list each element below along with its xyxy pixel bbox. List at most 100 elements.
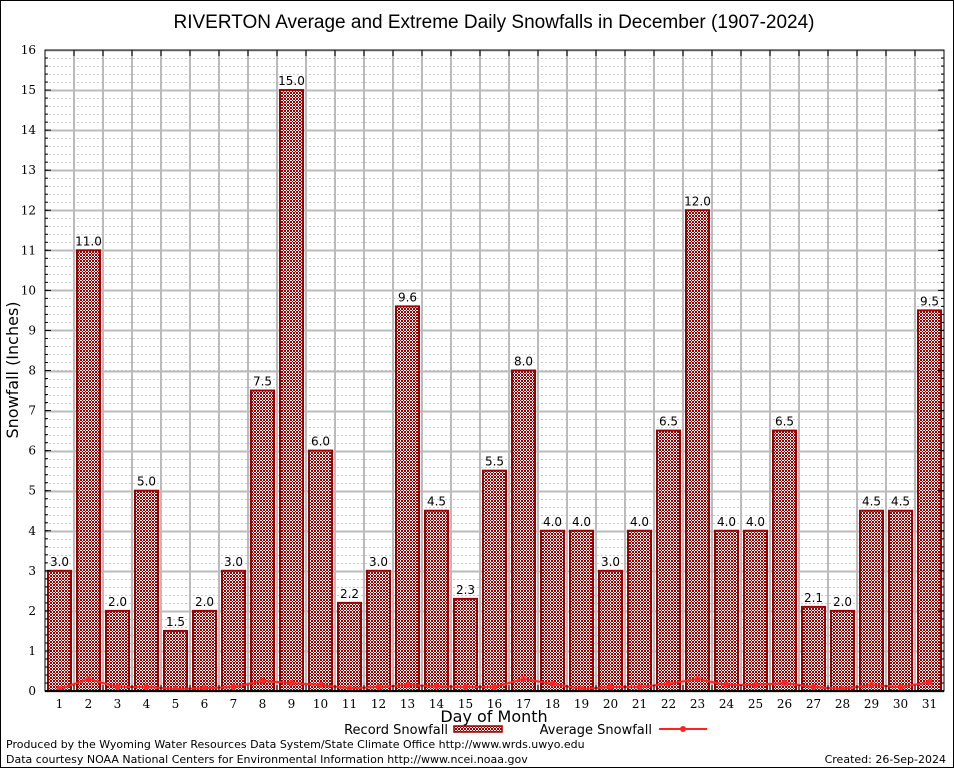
y-tick-label: 13 [21,163,36,177]
average-point-day-11 [346,685,353,692]
average-point-day-3 [114,683,121,690]
average-point-day-22 [665,680,672,687]
bar-label-day-11: 2.2 [340,587,359,601]
average-point-day-18 [549,680,556,687]
bar-day-26 [772,429,797,692]
bar-label-day-18: 4.0 [543,515,562,529]
legend-swatch-record [453,725,503,733]
y-tick-label: 11 [21,243,36,257]
x-tick-label-day-13: 13 [400,697,415,711]
bar-label-day-24: 4.0 [717,515,736,529]
bar-label-day-10: 6.0 [311,435,330,449]
bar-day-6 [192,609,217,692]
footer-producer: Produced by the Wyoming Water Resources … [6,738,585,751]
average-point-day-16 [491,683,498,690]
bar-label-day-15: 2.3 [456,583,475,597]
average-point-day-9 [288,679,295,686]
y-tick-label: 8 [28,364,36,378]
x-tick-label-day-10: 10 [313,697,328,711]
x-tick-labels: 1 2 3 4 5 6 7 8 9 10 11 12 13 14 15 16 17 18 19 20 21 22 23 24 2… [56,697,937,711]
bar-label-day-29: 4.5 [862,495,881,509]
y-tick-label: 12 [21,203,36,217]
bar-labels: 3.0 11.0 2.0 5.0 1.5 2.0 3.0 7.5 15.0 6.0 2.2 3.0 9.… [50,74,939,629]
legend-label-record: Record Snowfall [344,723,448,738]
bar-label-day-14: 4.5 [427,495,446,509]
bar-label-day-17: 8.0 [514,355,533,369]
x-tick-label-day-26: 26 [777,697,792,711]
average-point-day-8 [259,677,266,684]
bar-day-13 [395,305,420,692]
y-tick-label: 16 [21,43,36,57]
bar-day-14 [424,509,449,692]
bar-label-day-2: 11.0 [75,234,102,248]
x-tick-label-day-20: 20 [603,697,618,711]
bar-day-17 [511,369,536,692]
x-tick-label-day-9: 9 [288,697,296,711]
x-tick-label-day-31: 31 [922,697,937,711]
average-point-day-15 [462,683,469,690]
bar-label-day-5: 1.5 [166,615,185,629]
x-tick-label-day-19: 19 [574,697,589,711]
bar-label-day-30: 4.5 [891,495,910,509]
average-point-day-29 [868,681,875,688]
bar-day-28 [830,609,855,692]
footer-data-source: Data courtesy NOAA National Centers for … [6,753,528,766]
bar-label-day-4: 5.0 [137,475,156,489]
y-tick-label: 6 [28,444,36,458]
bar-label-day-31: 9.5 [920,294,939,308]
y-tick-label: 10 [21,283,36,297]
x-tick-label-day-4: 4 [143,697,151,711]
x-tick-label-day-30: 30 [893,697,908,711]
bars [47,89,942,693]
x-tick-label-day-11: 11 [342,697,357,711]
bar-day-31 [917,309,942,692]
x-tick-label-day-7: 7 [230,697,238,711]
legend-swatch-average-marker [680,726,686,732]
x-tick-label-day-1: 1 [56,697,64,711]
y-tick-label: 9 [28,323,36,337]
y-tick-label: 7 [28,404,36,418]
average-point-day-24 [723,681,730,688]
x-tick-label-day-29: 29 [864,697,879,711]
average-point-day-4 [143,683,150,690]
x-axis-title: Day of Month [440,707,547,726]
bar-label-day-1: 3.0 [50,555,69,569]
footer-created: Created: 26-Sep-2024 [825,753,946,766]
x-tick-label-day-28: 28 [835,697,850,711]
y-axis-title: Snowfall (Inches) [3,301,22,438]
x-tick-label-day-21: 21 [632,697,647,711]
average-point-day-14 [433,683,440,690]
average-point-day-17 [520,675,527,682]
bar-day-21 [627,529,652,692]
average-line [56,675,933,692]
x-tick-label-day-2: 2 [85,697,93,711]
bar-day-27 [801,605,826,693]
x-tick-label-day-17: 17 [516,697,531,711]
bar-day-20 [598,569,623,692]
average-point-day-20 [607,683,614,690]
bar-day-7 [221,569,246,692]
average-point-day-2 [85,675,92,682]
x-tick-label-day-24: 24 [719,697,735,711]
average-point-day-25 [752,681,759,688]
bar-day-19 [569,529,594,692]
bar-day-4 [134,489,159,692]
y-tick-label: 15 [21,83,36,97]
bar-label-day-22: 6.5 [659,415,678,429]
bar-day-11 [337,601,362,692]
bar-label-day-21: 4.0 [630,515,649,529]
bar-label-day-19: 4.0 [572,515,591,529]
bar-day-25 [743,529,768,692]
x-tick-label-day-16: 16 [487,697,502,711]
x-tick-label-day-12: 12 [371,697,386,711]
legend-label-average: Average Snowfall [540,723,652,738]
average-point-day-31 [926,679,933,686]
bar-day-2 [76,249,101,692]
average-point-day-6 [201,685,208,692]
bar-label-day-28: 2.0 [833,595,852,609]
bar-day-5 [163,629,188,692]
bar-day-12 [366,569,391,692]
bar-day-15 [453,597,478,693]
bar-label-day-9: 15.0 [278,74,305,88]
